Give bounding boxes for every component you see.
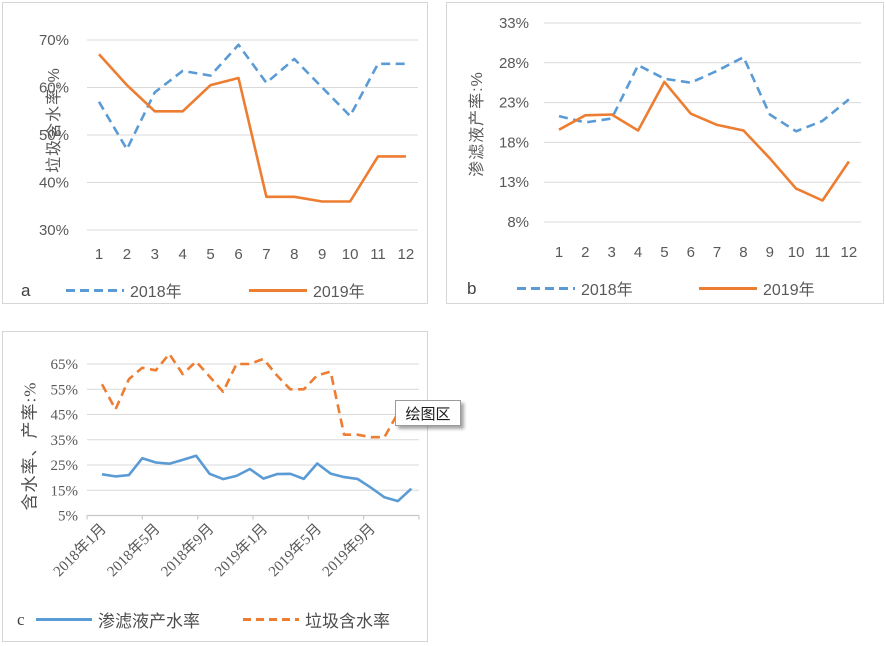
chart-c-legend-moisture[interactable]: 垃圾含水率 [243, 608, 390, 631]
x-tick-label: 8 [739, 244, 747, 261]
series-line-2019年[interactable] [558, 80, 850, 202]
series-line-2019年[interactable] [98, 53, 406, 203]
legend-line-solid-orange-icon [699, 286, 757, 290]
x-tick-label: 4 [179, 246, 187, 263]
y-tick-label: 13% [499, 174, 529, 191]
chart-b-plot-area[interactable]: 33%28%23%18%13%8%1 2 3 4 5 6 7 8 9 10 11 12 [447, 3, 883, 303]
x-tick-label: 2 [123, 246, 131, 263]
y-tick-label: 18% [499, 134, 529, 151]
series-line-2018年[interactable] [558, 55, 850, 133]
x-tick-label: 2018年5月 [104, 520, 164, 580]
y-tick-label: 33% [499, 15, 529, 32]
x-tick-label: 6 [234, 246, 242, 263]
y-tick-label: 35% [51, 433, 79, 449]
chart-c-plot-area[interactable]: 65% 55% 45% 35% 25% 15% 5%2018年1月2018年5月2018年9… [3, 332, 427, 641]
legend-line-dashed-blue-icon [66, 288, 124, 292]
x-tick-label: 2019年5月 [265, 520, 325, 580]
x-tick-label: 9 [318, 246, 326, 263]
x-tick-label: 5 [206, 246, 214, 263]
legend-label: 2018年 [581, 282, 633, 299]
chart-c-legend-leachate[interactable]: 渗滤液产水率 [36, 608, 200, 631]
x-tick-label: 3 [608, 244, 616, 261]
y-tick-label: 65% [51, 357, 79, 373]
chart-c-y-axis-title: 含水率、产率:% [20, 381, 40, 511]
plot-area-tooltip-text: 绘图区 [405, 406, 451, 423]
x-tick-label: 12 [841, 244, 858, 261]
y-tick-label: 40% [39, 175, 69, 192]
x-tick-label: 4 [634, 244, 642, 261]
x-tick-label: 6 [687, 244, 695, 261]
legend-line-solid-blue-icon [36, 617, 92, 621]
legend-label: 渗滤液产水率 [98, 611, 200, 631]
x-tick-label: 2 [581, 244, 589, 261]
x-tick-label: 10 [788, 244, 805, 261]
x-tick-label: 2019年1月 [211, 520, 271, 580]
x-tick-label: 11 [370, 246, 386, 263]
x-tick-label: 8 [290, 246, 298, 263]
chart-c-letter: c [17, 610, 25, 629]
x-tick-label: 7 [713, 244, 721, 261]
y-tick-label: 28% [499, 55, 529, 72]
chart-c-panel[interactable]: 65% 55% 45% 35% 25% 15% 5% 2018年1月 2018年5月 2018年9… [2, 331, 428, 642]
y-tick-label: 15% [51, 483, 79, 499]
legend-line-dashed-orange-icon [243, 617, 299, 621]
chart-b-panel[interactable]: 33% 28% 23% 18% 13% 8% 1 2 3 4 5 6 7 8 9 10 11 12 渗滤液产率:%… [446, 2, 884, 304]
chart-a-legend-2019[interactable]: 2019年 [249, 279, 365, 301]
x-tick-label: 12 [398, 246, 415, 263]
x-tick-label: 2018年9月 [158, 520, 218, 580]
series-line-2018年[interactable] [97, 43, 406, 151]
y-tick-label: 50% [39, 127, 69, 144]
x-tick-label: 10 [342, 246, 359, 263]
legend-label: 2019年 [763, 282, 815, 299]
x-tick-label: 7 [262, 246, 270, 263]
y-tick-label: 25% [51, 458, 79, 474]
series-line-渗滤液产水率[interactable] [101, 454, 413, 503]
x-tick-label: 9 [766, 244, 774, 261]
y-tick-label: 60% [39, 80, 69, 97]
x-tick-label: 1 [555, 244, 563, 261]
y-tick-label: 5% [58, 509, 78, 525]
y-tick-label: 45% [51, 408, 79, 424]
y-tick-label: 70% [39, 32, 69, 49]
x-tick-label: 5 [660, 244, 668, 261]
plot-area-tooltip: 绘图区 [395, 400, 461, 426]
legend-line-dashed-blue-icon [517, 286, 575, 290]
legend-label: 2019年 [313, 284, 365, 301]
y-tick-label: 55% [51, 382, 79, 398]
chart-a-letter: a [21, 281, 31, 300]
y-tick-label: 23% [499, 95, 529, 112]
legend-label: 2018年 [130, 284, 182, 301]
legend-label: 垃圾含水率 [305, 611, 390, 631]
chart-a-y-axis-title: 垃圾含水率:% [46, 67, 63, 173]
chart-b-y-axis-title: 渗滤液产率:% [469, 71, 486, 177]
chart-a-legend-2018[interactable]: 2018年 [66, 279, 182, 301]
chart-b-legend-2019[interactable]: 2019年 [699, 277, 815, 299]
x-tick-label: 11 [815, 244, 831, 261]
y-tick-label: 30% [39, 222, 69, 239]
series-line-垃圾含水率[interactable] [100, 352, 412, 439]
x-tick-label: 3 [151, 246, 159, 263]
legend-line-solid-orange-icon [249, 288, 307, 292]
chart-a-panel[interactable]: 70% 60% 50% 40% 30% 1 2 3 4 5 6 7 8 9 10 11 12 垃圾含水率:% a… [2, 2, 428, 304]
x-tick-label: 1 [95, 246, 103, 263]
x-tick-label: 2019年9月 [319, 520, 379, 580]
chart-a-plot-area[interactable]: 70%60%50%40%30%1 2 3 4 5 6 7 8 9 10 11 12 [3, 3, 427, 303]
x-tick-label: 2018年1月 [50, 520, 110, 580]
y-tick-label: 8% [507, 214, 529, 231]
chart-b-letter: b [467, 279, 477, 298]
chart-b-legend-2018[interactable]: 2018年 [517, 277, 633, 299]
